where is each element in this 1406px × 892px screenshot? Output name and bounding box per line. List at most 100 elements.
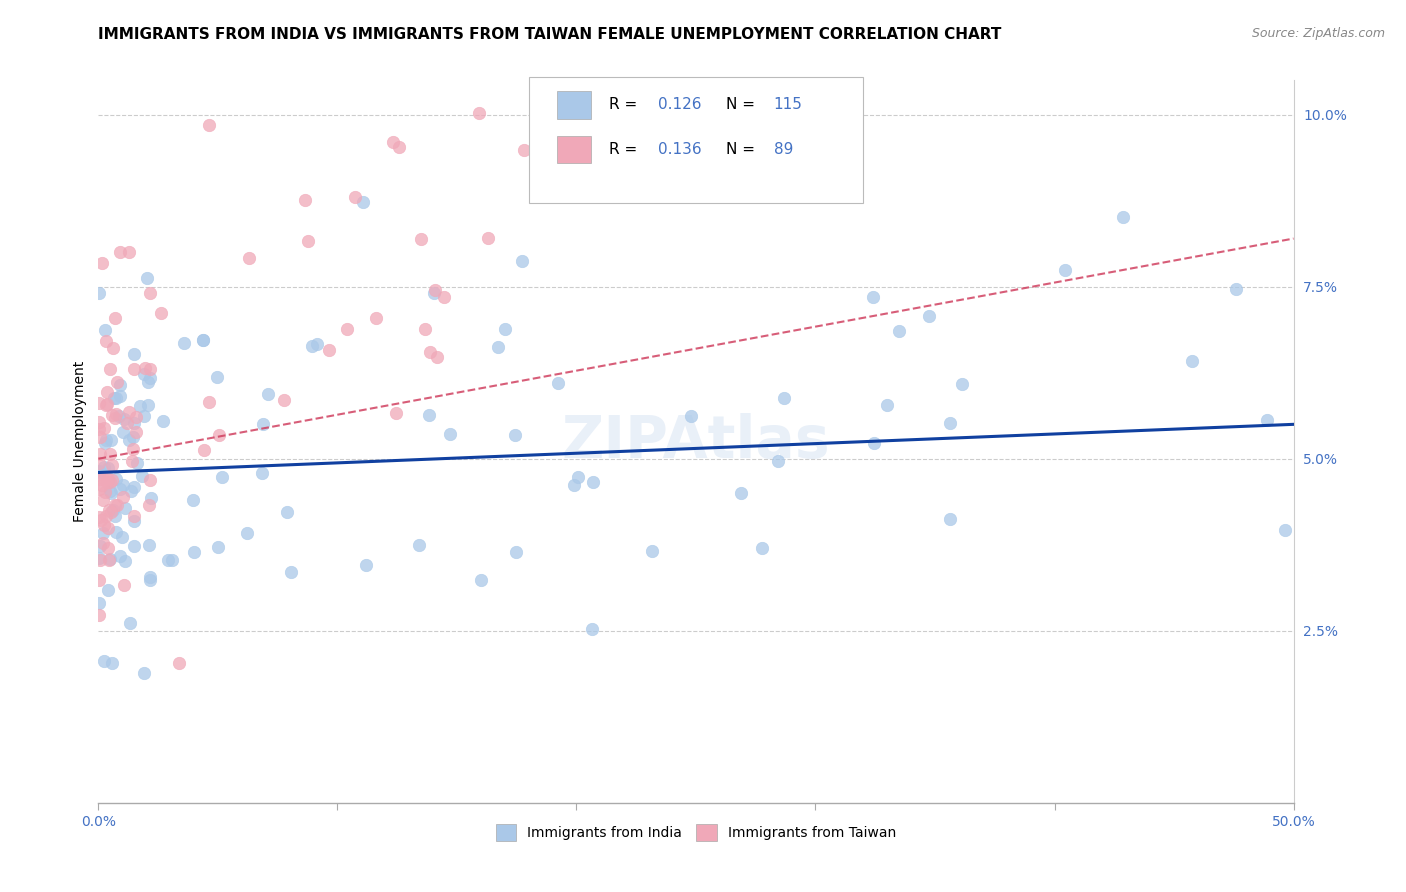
- Point: [118, 434, 141, 448]
- Point: [87, 421, 110, 435]
- Point: [91, 536, 114, 550]
- Point: [211, 470, 233, 484]
- Point: [100, 504, 122, 518]
- Text: 115: 115: [773, 97, 803, 112]
- Point: [191, 333, 214, 347]
- Point: [257, 387, 280, 401]
- Point: [98, 483, 121, 498]
- Point: [112, 577, 135, 591]
- Point: [94, 334, 117, 348]
- Point: [111, 490, 134, 504]
- Point: [97, 461, 120, 475]
- Point: [356, 558, 378, 572]
- Point: [103, 391, 125, 405]
- Point: [111, 478, 134, 492]
- Point: [364, 310, 387, 325]
- Point: [139, 570, 162, 584]
- Point: [132, 409, 155, 424]
- Point: [114, 554, 136, 568]
- Point: [138, 362, 160, 376]
- Point: [134, 368, 156, 382]
- Point: [950, 377, 973, 392]
- Point: [112, 412, 135, 426]
- Point: [90, 513, 112, 527]
- Text: N =: N =: [725, 97, 759, 112]
- Point: [112, 425, 135, 439]
- Point: [294, 193, 316, 207]
- Point: [352, 194, 374, 209]
- Point: [110, 549, 132, 563]
- Point: [318, 343, 340, 357]
- Point: [100, 486, 122, 500]
- Legend: Immigrants from India, Immigrants from Taiwan: Immigrants from India, Immigrants from T…: [489, 818, 903, 847]
- Point: [1274, 523, 1296, 537]
- Point: [382, 135, 405, 149]
- Text: R =: R =: [609, 142, 643, 157]
- Point: [89, 552, 111, 566]
- Point: [1225, 282, 1247, 296]
- Point: [562, 478, 585, 492]
- Point: [105, 375, 128, 389]
- Y-axis label: Female Unemployment: Female Unemployment: [73, 361, 87, 522]
- Point: [94, 508, 117, 523]
- Point: [100, 473, 122, 487]
- Point: [139, 474, 162, 488]
- FancyBboxPatch shape: [529, 77, 863, 203]
- Text: ZIPAtlas: ZIPAtlas: [561, 413, 831, 470]
- Point: [101, 341, 124, 355]
- Point: [104, 407, 127, 421]
- Point: [305, 337, 328, 351]
- Point: [131, 469, 153, 483]
- Text: 0.126: 0.126: [658, 97, 702, 112]
- Point: [205, 370, 228, 384]
- Point: [120, 484, 142, 499]
- Point: [918, 309, 941, 323]
- Point: [91, 478, 114, 492]
- Point: [494, 322, 516, 336]
- Point: [91, 493, 114, 508]
- Point: [336, 322, 359, 336]
- Text: IMMIGRANTS FROM INDIA VS IMMIGRANTS FROM TAIWAN FEMALE UNEMPLOYMENT CORRELATION : IMMIGRANTS FROM INDIA VS IMMIGRANTS FROM…: [98, 27, 1002, 42]
- Point: [198, 118, 221, 132]
- Point: [98, 553, 121, 567]
- Point: [862, 290, 884, 304]
- Point: [118, 404, 141, 418]
- Point: [98, 475, 121, 489]
- Point: [122, 361, 145, 376]
- Point: [863, 436, 886, 450]
- Point: [122, 539, 145, 553]
- Point: [193, 443, 215, 458]
- Point: [510, 254, 533, 268]
- Text: R =: R =: [609, 97, 643, 112]
- Point: [89, 447, 111, 461]
- Point: [207, 540, 229, 554]
- Text: N =: N =: [725, 142, 759, 157]
- Point: [276, 505, 298, 519]
- Point: [90, 256, 112, 270]
- Point: [876, 398, 898, 412]
- Point: [138, 538, 160, 552]
- Point: [486, 340, 509, 354]
- Point: [96, 475, 118, 490]
- Point: [101, 458, 124, 472]
- Point: [468, 105, 491, 120]
- Point: [98, 552, 121, 566]
- Point: [87, 464, 110, 478]
- Point: [108, 409, 131, 423]
- Point: [408, 538, 430, 552]
- Point: [122, 509, 145, 524]
- Point: [505, 545, 527, 559]
- Point: [97, 472, 120, 486]
- Point: [110, 389, 132, 403]
- Point: [157, 553, 180, 567]
- Point: [419, 345, 441, 359]
- Point: [98, 361, 121, 376]
- Point: [418, 408, 440, 422]
- Point: [433, 290, 456, 304]
- Point: [122, 442, 145, 457]
- Bar: [557, 91, 591, 119]
- Point: [87, 551, 110, 566]
- Point: [887, 324, 910, 338]
- Point: [136, 375, 159, 389]
- Point: [301, 339, 323, 353]
